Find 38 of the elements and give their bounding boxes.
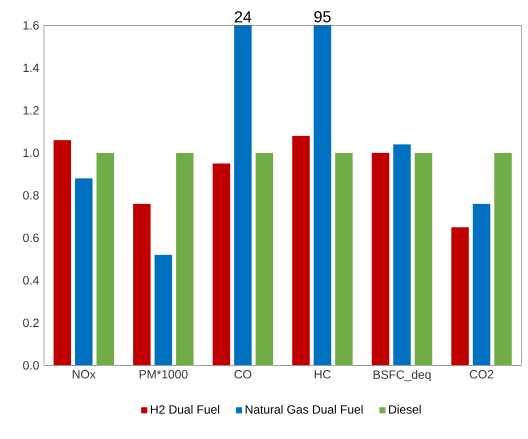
bar [393,144,411,366]
annotation: 95 [314,11,331,23]
annotation: 24 [234,11,252,23]
bar [75,178,93,366]
bar [234,26,252,366]
bar [212,164,230,366]
legend-label: Diesel [389,405,421,414]
bar [494,153,512,366]
x-tick-label: CO2 [470,370,494,379]
x-tick-label: BSFC_deq [374,370,431,382]
legend-label: H2 Dual Fuel [150,405,220,414]
bar [176,153,194,366]
bar [154,255,172,366]
legend-label: Natural Gas Dual Fuel [246,405,363,414]
bar [451,227,469,366]
y-tick-label: 1.0 [24,148,39,158]
x-tick-label: NOx [72,370,96,379]
y-tick-label: 0.2 [23,318,39,328]
y-tick-label: 1.4 [24,64,39,72]
y-tick-label: 0.0 [23,361,39,370]
bar [292,136,310,366]
bar [335,153,353,366]
y-tick-label: 1.2 [24,106,39,115]
bar [414,153,432,366]
bar [54,140,72,366]
x-tick-label: CO [234,370,252,379]
y-tick-label: 0.6 [23,234,39,242]
bar [472,204,490,366]
y-tick-label: 1.6 [24,21,39,30]
bar [96,153,114,366]
bar [133,204,151,366]
bar [372,153,390,366]
y-tick-label: 0.4 [23,276,39,285]
bar [256,153,274,366]
x-tick-label: PM*1000 [140,370,188,379]
y-tick-label: 0.8 [23,191,39,200]
bar [314,26,332,366]
x-tick-label: HC [314,370,331,379]
